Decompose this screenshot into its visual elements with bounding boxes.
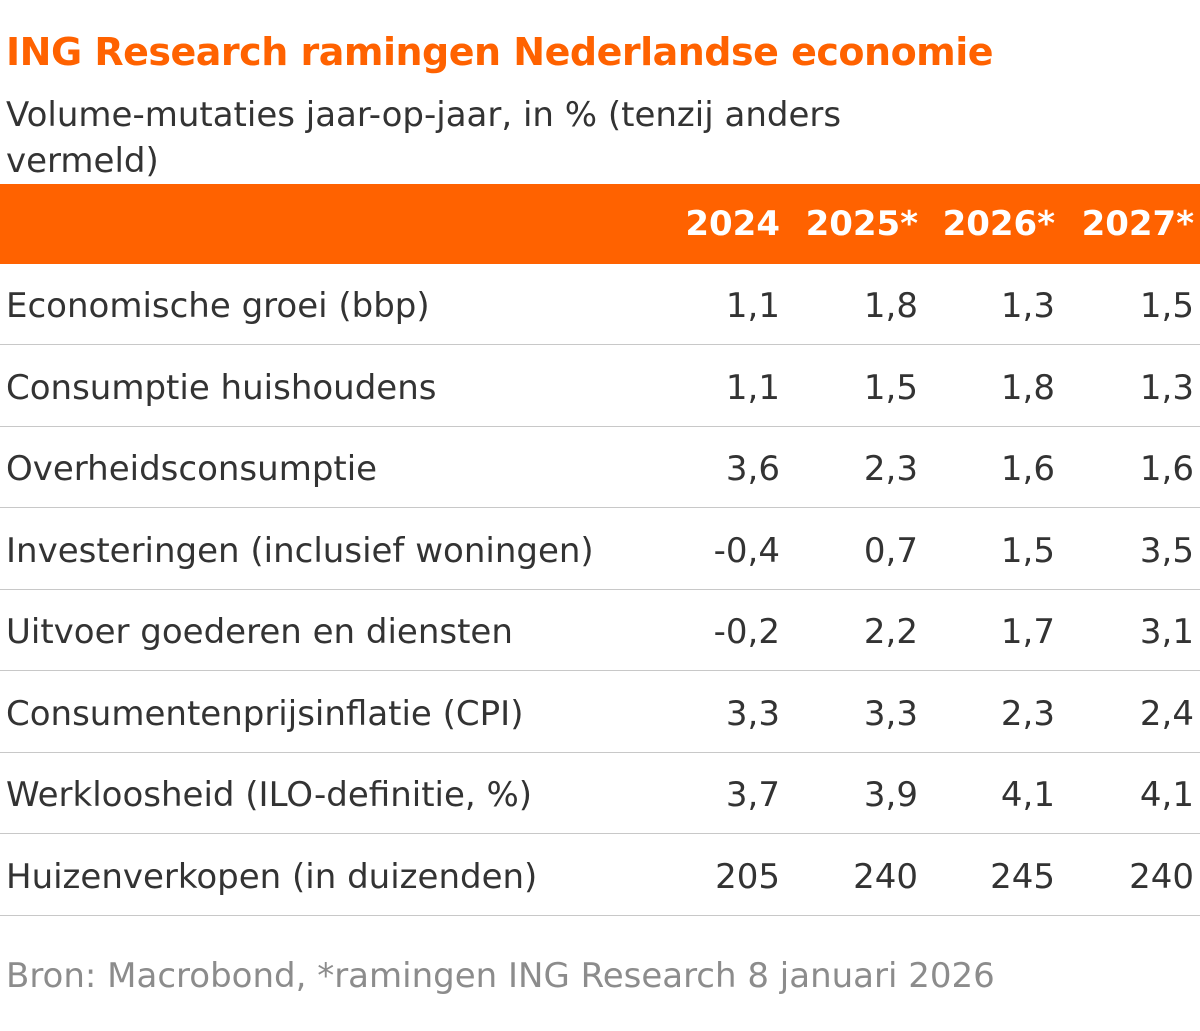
table-row: Uitvoer goederen en diensten -0,2 2,2 1,… xyxy=(0,590,1200,671)
cell-2027: 3,1 xyxy=(1139,612,1194,652)
cell-2024: 1,1 xyxy=(725,286,780,326)
column-header-2024: 2024 xyxy=(685,204,780,244)
cell-2026: 1,3 xyxy=(1000,286,1055,326)
column-header-2027: 2027* xyxy=(1081,204,1194,244)
cell-2025: 3,9 xyxy=(863,775,918,815)
cell-2024: 3,7 xyxy=(725,775,780,815)
table-row: Huizenverkopen (in duizenden) 205 240 24… xyxy=(0,835,1200,916)
cell-2027: 2,4 xyxy=(1139,693,1194,734)
cell-2025: 0,7 xyxy=(863,530,918,571)
cell-2027: 3,5 xyxy=(1139,530,1194,571)
cell-2025: 240 xyxy=(853,856,918,897)
cell-2026: 1,6 xyxy=(1000,449,1055,489)
row-label: Consumptie huishoudens xyxy=(6,367,437,408)
row-label: Uitvoer goederen en diensten xyxy=(6,612,513,652)
cell-2027: 1,5 xyxy=(1139,286,1194,326)
cell-2027: 1,3 xyxy=(1139,367,1194,408)
row-label: Huizenverkopen (in duizenden) xyxy=(6,856,538,897)
cell-2025: 1,8 xyxy=(863,286,918,326)
table-row: Werkloosheid (ILO-definitie, %) 3,7 3,9 … xyxy=(0,753,1200,834)
table-row: Consumentenprijsinflatie (CPI) 3,3 3,3 2… xyxy=(0,672,1200,753)
table-row: Overheidsconsumptie 3,6 2,3 1,6 1,6 xyxy=(0,427,1200,508)
cell-2027: 4,1 xyxy=(1139,775,1194,815)
cell-2027: 1,6 xyxy=(1139,449,1194,489)
cell-2027: 240 xyxy=(1129,856,1194,897)
table-row: Economische groei (bbp) 1,1 1,8 1,3 1,5 xyxy=(0,264,1200,345)
page-title: ING Research ramingen Nederlandse econom… xyxy=(6,30,994,74)
cell-2026: 1,5 xyxy=(1000,530,1055,571)
cell-2024: 1,1 xyxy=(725,367,780,408)
cell-2026: 245 xyxy=(990,856,1055,897)
row-label: Overheidsconsumptie xyxy=(6,449,378,489)
cell-2025: 2,3 xyxy=(863,449,918,489)
cell-2024: -0,2 xyxy=(713,612,780,652)
cell-2026: 4,1 xyxy=(1000,775,1055,815)
cell-2024: 3,6 xyxy=(725,449,780,489)
column-header-2025: 2025* xyxy=(805,204,918,244)
table-row: Consumptie huishoudens 1,1 1,5 1,8 1,3 xyxy=(0,346,1200,427)
cell-2024: -0,4 xyxy=(713,530,780,571)
cell-2025: 2,2 xyxy=(863,612,918,652)
row-label: Investeringen (inclusief woningen) xyxy=(6,530,594,571)
cell-2026: 1,8 xyxy=(1000,367,1055,408)
row-label: Werkloosheid (ILO-definitie, %) xyxy=(6,775,533,815)
table-header: 2024 2025* 2026* 2027* xyxy=(0,184,1200,264)
cell-2026: 2,3 xyxy=(1000,693,1055,734)
cell-2024: 3,3 xyxy=(725,693,780,734)
table-row: Investeringen (inclusief woningen) -0,4 … xyxy=(0,509,1200,590)
cell-2024: 205 xyxy=(715,856,780,897)
cell-2025: 1,5 xyxy=(863,367,918,408)
row-label: Economische groei (bbp) xyxy=(6,286,430,326)
source-note: Bron: Macrobond, *ramingen ING Research … xyxy=(6,956,995,996)
row-label: Consumentenprijsinflatie (CPI) xyxy=(6,693,524,734)
column-header-2026: 2026* xyxy=(942,204,1055,244)
cell-2026: 1,7 xyxy=(1000,612,1055,652)
cell-2025: 3,3 xyxy=(863,693,918,734)
page-subtitle: Volume-mutaties jaar-op-jaar, in % (tenz… xyxy=(6,95,842,181)
